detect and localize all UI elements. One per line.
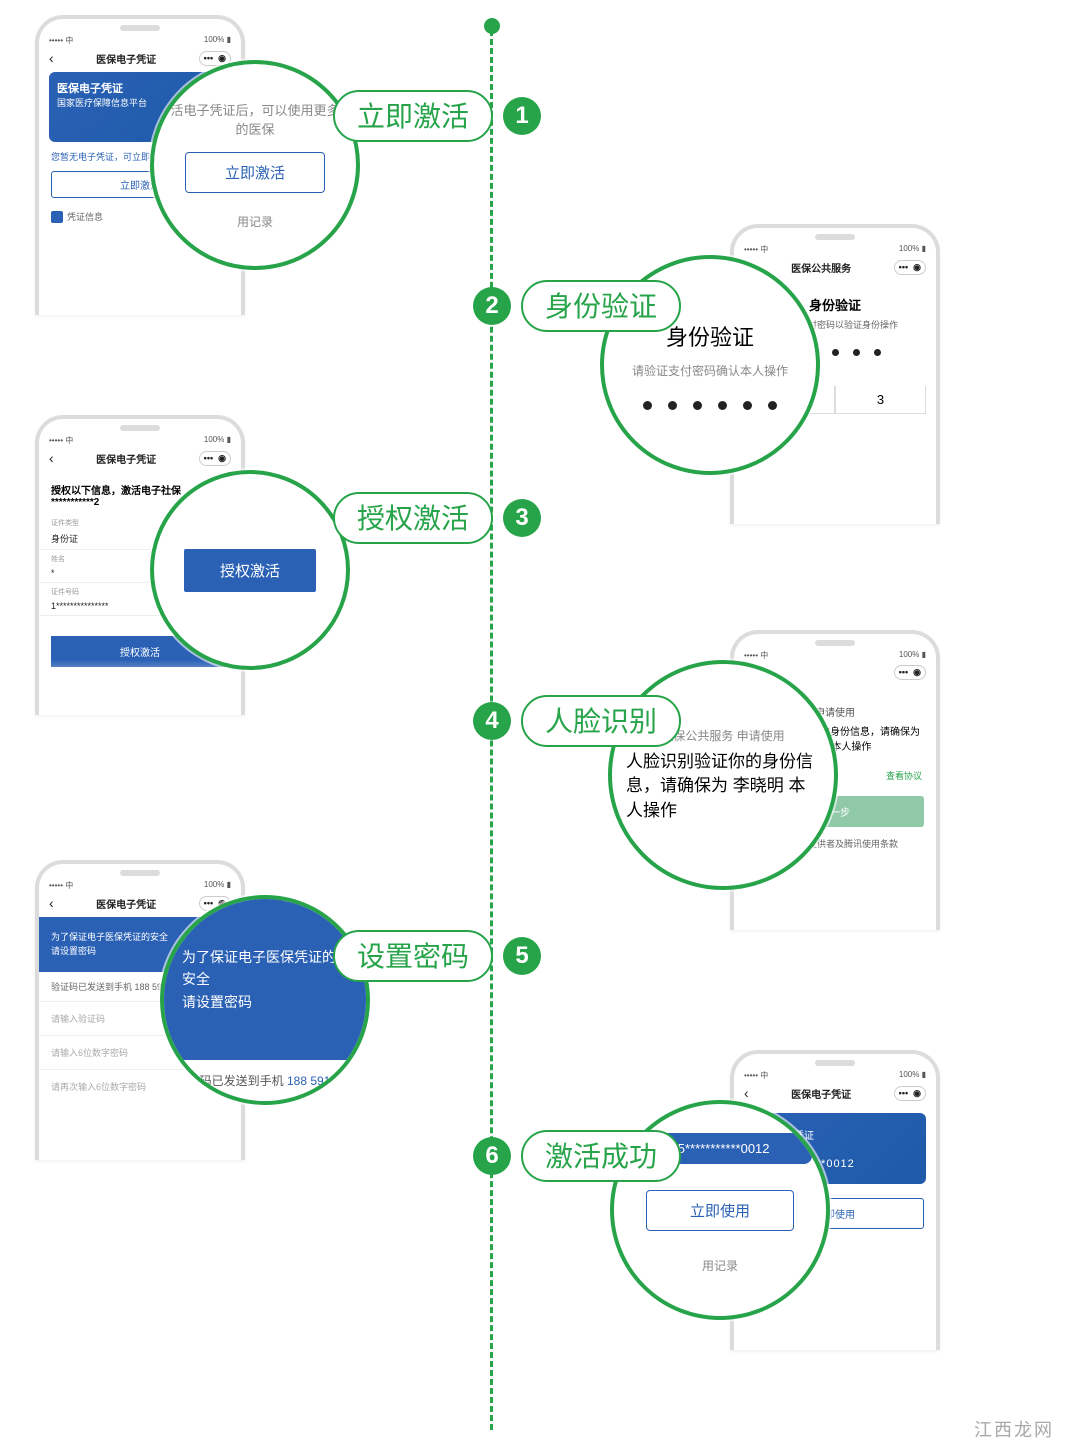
dot (693, 401, 702, 410)
battery: 100% ▮ (899, 1070, 926, 1081)
timeline-start-dot (484, 18, 500, 34)
step-4: 4 人脸识别 (473, 695, 681, 747)
carrier: ••••• 中 (744, 244, 768, 255)
step-6: 6 激活成功 (473, 1130, 681, 1182)
battery: 100% ▮ (204, 435, 231, 446)
carrier: ••••• 中 (49, 35, 73, 46)
status-bar: ••••• 中 100% ▮ (39, 876, 241, 893)
page-title: 医保电子凭证 (96, 51, 156, 66)
pin-dot (832, 349, 839, 356)
step-label: 授权激活 (333, 492, 493, 544)
fade (39, 660, 241, 715)
page-title: 医保电子凭证 (96, 451, 156, 466)
lens-body: 人脸识别验证你的身份信息，请确保为 李晓明 本人操作 (626, 750, 820, 824)
status-bar: ••••• 中 100% ▮ (734, 646, 936, 663)
dot (718, 401, 727, 410)
capsule-menu[interactable]: ••• ◉ (894, 1086, 926, 1101)
lens-sub: 用记录 (702, 1257, 738, 1274)
back-icon[interactable]: ‹ (744, 1085, 749, 1101)
lens-step-5: 为了保证电子医保凭证的安全 请设置密码码已发送到手机 188 591 (160, 895, 370, 1105)
battery: 100% ▮ (899, 650, 926, 661)
lens-step-3: 授权激活 (150, 470, 350, 670)
back-icon[interactable]: ‹ (49, 450, 54, 466)
lens-step-1: 活电子凭证后，可以使用更多的医保立即激活用记录 (150, 60, 360, 270)
step-1: 1 立即激活 (333, 90, 541, 142)
lens-sub: 请验证支付密码确认本人操作 (632, 362, 788, 379)
fade (734, 875, 936, 930)
carrier: ••••• 中 (744, 1070, 768, 1081)
carrier: ••••• 中 (49, 880, 73, 891)
pin-dot (853, 349, 860, 356)
battery: 100% ▮ (204, 35, 231, 46)
fade (734, 469, 936, 524)
pin-dot (874, 349, 881, 356)
battery: 100% ▮ (204, 880, 231, 891)
lens-authorize-button[interactable]: 授权激活 (184, 549, 315, 592)
step-number: 3 (503, 499, 541, 537)
dot (668, 401, 677, 410)
status-bar: ••••• 中 100% ▮ (734, 240, 936, 257)
dot (643, 401, 652, 410)
back-icon[interactable]: ‹ (49, 895, 54, 911)
lens-text: 活电子凭证后，可以使用更多的医保 (168, 100, 342, 138)
capsule-menu[interactable]: ••• ◉ (894, 260, 926, 275)
page-title: 医保电子凭证 (791, 1086, 851, 1101)
fade (39, 1105, 241, 1160)
page-title: 医保公共服务 (791, 260, 851, 275)
step-number: 1 (503, 97, 541, 135)
status-bar: ••••• 中 100% ▮ (734, 1066, 936, 1083)
step-5: 5 设置密码 (333, 930, 541, 982)
step-label: 设置密码 (333, 930, 493, 982)
step-number: 5 (503, 937, 541, 975)
carrier: ••••• 中 (744, 650, 768, 661)
step-label: 立即激活 (333, 90, 493, 142)
fade (39, 260, 241, 315)
step-number: 6 (473, 1137, 511, 1175)
title-bar: ‹ 医保电子凭证 ••• ◉ (39, 448, 241, 472)
lens-activate-button[interactable]: 立即激活 (185, 152, 324, 193)
step-number: 2 (473, 287, 511, 325)
dot (743, 401, 752, 410)
step-3: 3 授权激活 (333, 492, 541, 544)
status-bar: ••••• 中 100% ▮ (39, 31, 241, 48)
lens-pin-dots (643, 401, 777, 410)
lens-sub: 用记录 (237, 213, 273, 230)
step-label: 激活成功 (521, 1130, 681, 1182)
page-title: 医保电子凭证 (96, 896, 156, 911)
title-bar: ‹ 医保电子凭证 ••• ◉ (734, 1083, 936, 1107)
carrier: ••••• 中 (49, 435, 73, 446)
step-label: 身份验证 (521, 280, 681, 332)
step-number: 4 (473, 702, 511, 740)
battery: 100% ▮ (899, 244, 926, 255)
capsule-menu[interactable]: ••• ◉ (894, 665, 926, 680)
status-bar: ••••• 中 100% ▮ (39, 431, 241, 448)
capsule-menu[interactable]: ••• ◉ (199, 451, 231, 466)
back-icon[interactable]: ‹ (49, 50, 54, 66)
dot (768, 401, 777, 410)
step-2: 2 身份验证 (473, 280, 681, 332)
key-3[interactable]: 3 (835, 386, 926, 414)
lens-use-button[interactable]: 立即使用 (646, 1190, 793, 1231)
watermark: 江西龙网 (974, 1416, 1054, 1442)
step-label: 人脸识别 (521, 695, 681, 747)
